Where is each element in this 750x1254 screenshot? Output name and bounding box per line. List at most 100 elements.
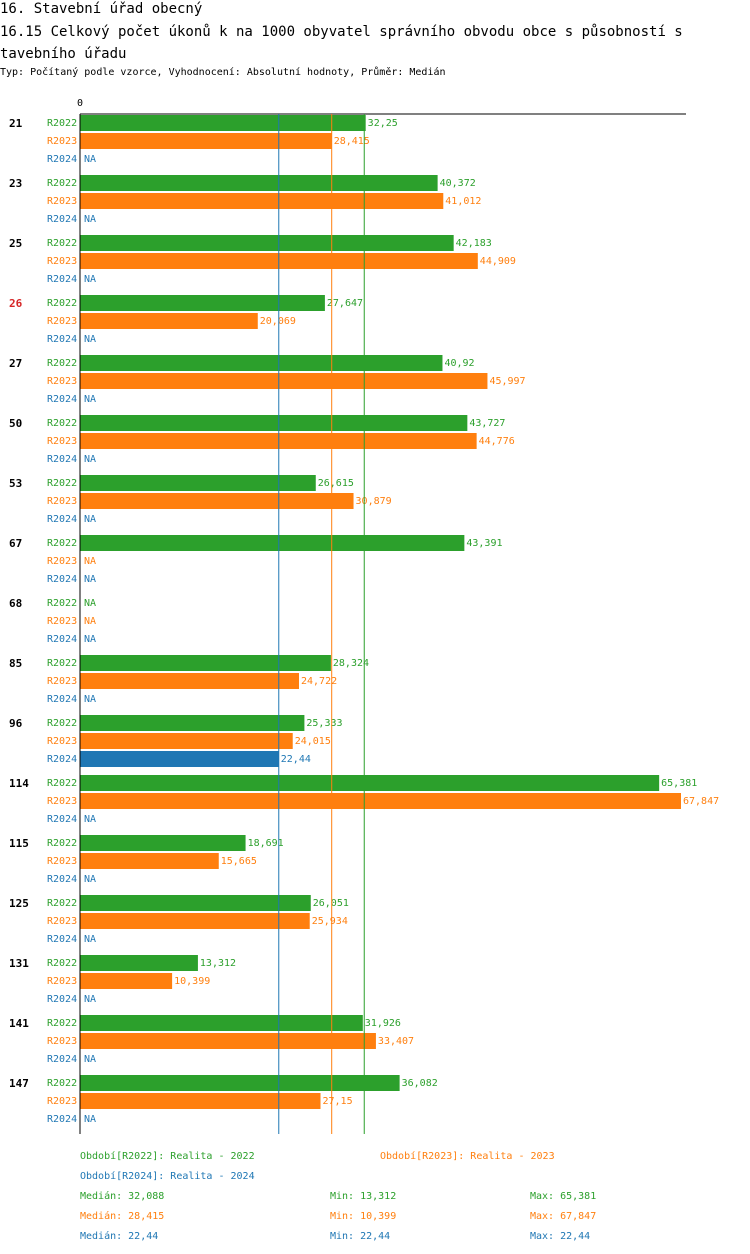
stat-min-r2023: Min: 10,399 — [330, 1211, 397, 1222]
bar-value-label: 18,691 — [248, 838, 284, 849]
bar — [80, 1093, 321, 1109]
bar-value-label: NA — [84, 616, 96, 627]
series-label: R2022 — [47, 958, 77, 969]
bar-value-label: NA — [84, 994, 96, 1005]
bar-value-label: 42,183 — [456, 238, 492, 249]
bar — [80, 535, 465, 551]
group-label: 26 — [9, 297, 23, 310]
group-label: 125 — [9, 897, 29, 910]
series-label: R2024 — [47, 694, 77, 705]
bar — [80, 793, 681, 809]
bar-value-label: 24,015 — [295, 736, 331, 747]
series-label: R2022 — [47, 298, 77, 309]
chart-title: 16.15 Celkový počet úkonů k na 1000 obyv… — [0, 24, 683, 62]
bar-value-label: NA — [84, 934, 96, 945]
bar — [80, 913, 310, 929]
bar-value-label: NA — [84, 574, 96, 585]
bar-value-label: NA — [84, 394, 96, 405]
bar — [80, 313, 258, 329]
bar-value-label: 44,776 — [479, 436, 515, 447]
series-label: R2024 — [47, 634, 77, 645]
chart-section-title: 16. Stavební úřad obecný — [0, 1, 203, 17]
group-label: 27 — [9, 357, 22, 370]
series-label: R2023 — [47, 1036, 77, 1047]
group-label: 23 — [9, 177, 22, 190]
bar — [80, 1015, 363, 1031]
bar-value-label: 30,879 — [356, 496, 392, 507]
bar-value-label: 65,381 — [661, 778, 697, 789]
bar-value-label: NA — [84, 154, 96, 165]
bar — [80, 373, 488, 389]
bar-value-label: 45,997 — [489, 376, 525, 387]
group-label: 115 — [9, 837, 29, 850]
series-label: R2022 — [47, 238, 77, 249]
series-label: R2024 — [47, 154, 77, 165]
legend-r2024: Období[R2024]: Realita - 2024 — [80, 1171, 255, 1182]
group-label: 147 — [9, 1077, 29, 1090]
bar — [80, 715, 305, 731]
series-label: R2023 — [47, 676, 77, 687]
series-label: R2022 — [47, 658, 77, 669]
legend-r2022: Období[R2022]: Realita - 2022 — [80, 1151, 255, 1162]
bar — [80, 895, 311, 911]
bar-value-label: 36,082 — [402, 1078, 438, 1089]
bar-value-label: 20,069 — [260, 316, 296, 327]
bar — [80, 955, 198, 971]
bar-value-label: NA — [84, 556, 96, 567]
bar — [80, 193, 444, 209]
series-label: R2022 — [47, 178, 77, 189]
stat-max-r2024: Max: 22,44 — [530, 1231, 591, 1242]
bar — [80, 775, 660, 791]
bar-value-label: NA — [84, 598, 96, 609]
bar-value-label: 26,051 — [313, 898, 349, 909]
series-label: R2022 — [47, 898, 77, 909]
stat-max-r2022: Max: 65,381 — [530, 1191, 597, 1202]
bar-value-label: NA — [84, 514, 96, 525]
series-label: R2023 — [47, 136, 77, 147]
group-label: 68 — [9, 597, 22, 610]
series-label: R2024 — [47, 874, 77, 885]
bar-value-label: 22,44 — [281, 754, 311, 765]
bar-chart: 0 21 R2022 32,25 R2023 28,415 R2024 NA 23 R2022 40… — [9, 98, 719, 1134]
series-label: R2023 — [47, 376, 77, 387]
bar — [80, 733, 293, 749]
bar — [80, 475, 316, 491]
stat-min-r2022: Min: 13,312 — [330, 1191, 397, 1202]
bar — [80, 235, 454, 251]
bar-value-label: 24,722 — [301, 676, 337, 687]
series-label: R2023 — [47, 436, 77, 447]
bar-value-label: NA — [84, 334, 96, 345]
series-label: R2022 — [47, 718, 77, 729]
group-label: 50 — [9, 417, 22, 430]
series-label: R2024 — [47, 1114, 77, 1125]
series-label: R2022 — [47, 478, 77, 489]
series-label: R2024 — [47, 994, 77, 1005]
bar-value-label: 26,615 — [318, 478, 354, 489]
series-label: R2023 — [47, 256, 77, 267]
bar-value-label: 43,391 — [466, 538, 502, 549]
bar-value-label: 44,909 — [480, 256, 516, 267]
series-label: R2023 — [47, 316, 77, 327]
series-label: R2023 — [47, 496, 77, 507]
bar-value-label: 41,012 — [445, 196, 481, 207]
series-label: R2024 — [47, 454, 77, 465]
stat-max-r2023: Max: 67,847 — [530, 1211, 597, 1222]
series-label: R2023 — [47, 556, 77, 567]
bar-value-label: NA — [84, 634, 96, 645]
group-label: 141 — [9, 1017, 29, 1030]
bar-value-label: 43,727 — [469, 418, 505, 429]
bar-value-label: 28,415 — [334, 136, 370, 147]
bar-value-label: 32,25 — [368, 118, 398, 129]
bar-value-label: 67,847 — [683, 796, 719, 807]
series-label: R2023 — [47, 856, 77, 867]
bar-value-label: 10,399 — [174, 976, 210, 987]
group-label: 85 — [9, 657, 22, 670]
group-label: 96 — [9, 717, 23, 730]
chart-type-line: Typ: Počítaný podle vzorce, Vyhodnocení:… — [0, 67, 446, 78]
bar-value-label: 25,934 — [312, 916, 348, 927]
bar — [80, 493, 354, 509]
series-label: R2024 — [47, 514, 77, 525]
bar — [80, 751, 279, 767]
series-label: R2024 — [47, 1054, 77, 1065]
series-label: R2024 — [47, 754, 77, 765]
